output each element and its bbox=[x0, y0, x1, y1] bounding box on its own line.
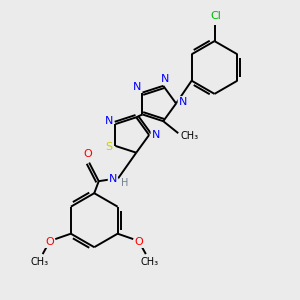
Text: Cl: Cl bbox=[211, 11, 221, 21]
Text: H: H bbox=[121, 178, 128, 188]
Text: O: O bbox=[135, 237, 144, 247]
Text: CH₃: CH₃ bbox=[30, 257, 48, 268]
Text: N: N bbox=[178, 97, 187, 107]
Text: N: N bbox=[133, 82, 141, 92]
Text: S: S bbox=[105, 142, 112, 152]
Text: N: N bbox=[105, 116, 113, 126]
Text: O: O bbox=[45, 237, 54, 247]
Text: CH₃: CH₃ bbox=[181, 131, 199, 141]
Text: O: O bbox=[83, 149, 92, 159]
Text: N: N bbox=[152, 130, 160, 140]
Text: N: N bbox=[109, 174, 117, 184]
Text: N: N bbox=[160, 74, 169, 84]
Text: CH₃: CH₃ bbox=[140, 257, 158, 268]
